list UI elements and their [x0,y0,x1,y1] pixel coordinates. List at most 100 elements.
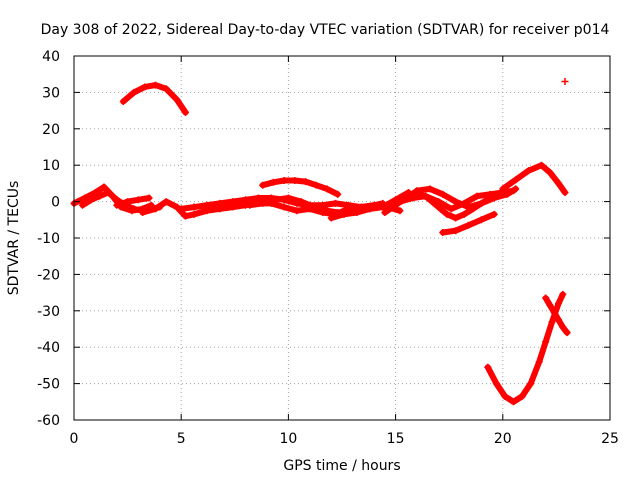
data-point [151,205,159,213]
data-point [460,199,468,207]
data-series [70,77,571,406]
data-point [145,194,153,202]
data-point [486,190,494,198]
data-point [512,176,520,184]
data-point [559,323,567,331]
data-point [396,207,404,215]
chart-title: Day 308 of 2022, Sidereal Day-to-day VTE… [41,22,610,38]
x-tick-label: 10 [279,431,297,447]
data-point [527,380,535,388]
data-point [242,196,250,204]
data-point [259,199,267,207]
y-tick-label: -40 [37,340,60,356]
data-point [332,199,340,207]
data-point [555,179,563,187]
axis-ticks: 0 5 10 15 20 25 -60 -50 -40 -30 -20 -10 0 10 20 30 40 [37,49,619,447]
data-point [190,203,198,211]
data-point [302,178,310,186]
data-point [542,338,550,346]
data-point [81,194,89,202]
data-point [381,209,389,217]
y-tick-label: -10 [37,231,60,247]
data-point [396,198,404,206]
y-tick-label: -60 [37,413,60,429]
data-point [452,227,460,235]
data-point [518,392,526,400]
data-point [181,212,189,220]
data-point [413,187,421,195]
data-point [492,380,500,388]
data-point [510,398,518,406]
data-point [510,187,518,195]
y-tick-label: 40 [42,49,60,65]
data-point [464,221,472,229]
data-point [190,210,198,218]
y-tick-label: 10 [42,158,60,174]
data-point [181,108,189,116]
data-point [439,190,447,198]
data-point [259,181,267,189]
data-point [473,192,481,200]
data-point [272,196,280,204]
data-point [422,192,430,200]
series-trace [396,187,517,212]
x-tick-label: 0 [70,431,79,447]
data-point [439,229,447,237]
series-track-14 [499,161,569,196]
series-track-9 [259,176,342,198]
x-tick-label: 15 [387,431,405,447]
series-track-13 [439,210,498,237]
data-point [366,205,374,213]
data-point [173,96,181,104]
data-point [327,214,335,222]
data-point [254,194,262,202]
data-point [323,207,331,215]
data-point [353,209,361,217]
data-point [113,201,121,209]
data-point [477,216,485,224]
data-point [525,167,533,175]
data-point [537,161,545,169]
series-trace [113,195,152,209]
data-point [104,189,112,196]
data-point [280,203,288,211]
x-tick-label: 20 [494,431,512,447]
data-point [464,203,472,211]
data-point [387,203,395,211]
data-point [124,198,132,206]
data-point [460,210,468,218]
data-point [447,205,455,213]
data-point [134,196,142,204]
data-point [269,178,277,186]
data-point [291,176,299,184]
data-point [561,77,569,85]
series-track-4 [119,81,189,116]
data-point [203,201,211,209]
data-point [141,83,149,91]
series-outlier [561,77,569,85]
data-point [162,198,170,206]
data-point [546,301,554,309]
data-point [379,203,387,211]
data-point [334,190,342,198]
data-point [548,318,556,326]
data-point [452,214,460,222]
data-point [490,210,498,218]
data-point [293,207,301,215]
data-point [340,210,348,218]
data-point [229,198,237,206]
data-point [409,194,417,202]
data-point [79,201,87,209]
data-point [501,392,509,400]
data-point [96,192,104,200]
y-axis-label: SDTVAR / TECUs [6,181,22,296]
data-point [550,309,558,317]
data-point [119,98,127,105]
data-point [139,209,147,217]
data-point [563,329,571,337]
data-point [246,201,254,209]
data-point [284,194,292,202]
